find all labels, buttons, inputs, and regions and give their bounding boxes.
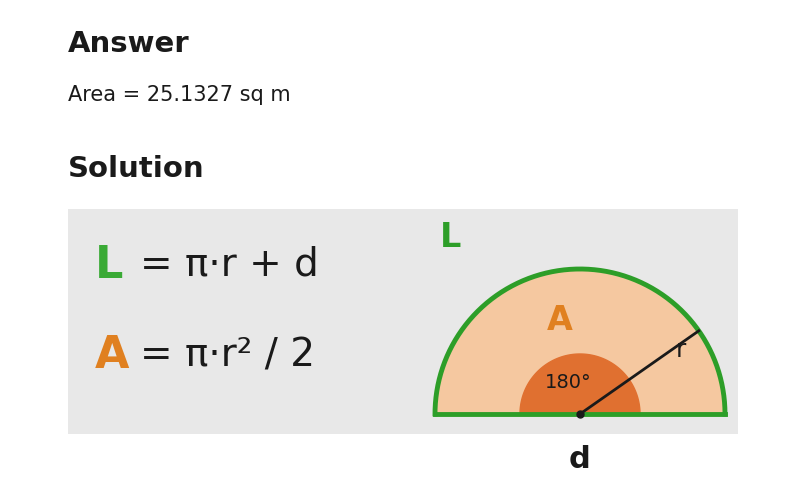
Text: r: r <box>675 337 686 362</box>
Text: Area = 25.1327 sq m: Area = 25.1327 sq m <box>68 85 290 105</box>
Polygon shape <box>520 354 640 414</box>
FancyBboxPatch shape <box>68 209 738 434</box>
Text: L: L <box>95 243 123 286</box>
Polygon shape <box>435 269 725 414</box>
Text: 180°: 180° <box>545 372 591 391</box>
Text: Solution: Solution <box>68 155 205 183</box>
Text: L: L <box>440 221 462 254</box>
Text: d: d <box>569 444 591 473</box>
Text: A: A <box>95 333 130 376</box>
Text: = π·r + d: = π·r + d <box>140 245 318 284</box>
Text: A: A <box>547 303 573 336</box>
Text: Answer: Answer <box>68 30 190 58</box>
Text: = π·r² / 2: = π·r² / 2 <box>140 335 315 373</box>
